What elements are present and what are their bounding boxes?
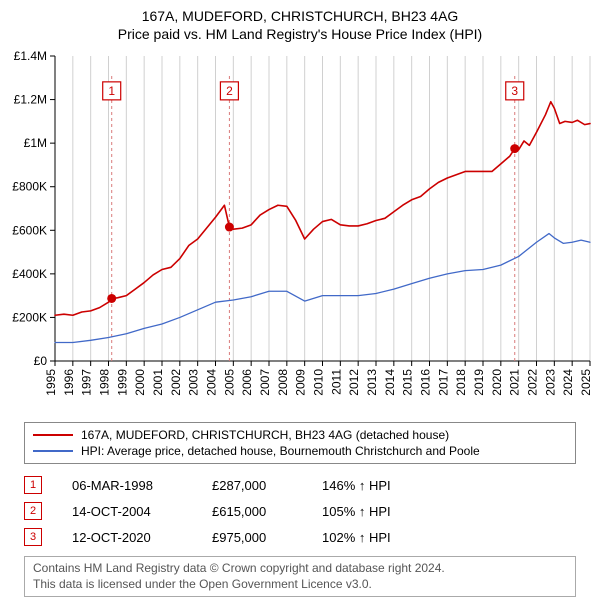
sale-price: £287,000 xyxy=(212,478,292,493)
svg-text:1999: 1999 xyxy=(115,369,129,396)
sale-row: 1 06-MAR-1998 £287,000 146% ↑ HPI xyxy=(24,472,576,498)
svg-text:2013: 2013 xyxy=(365,369,379,396)
svg-text:2024: 2024 xyxy=(561,369,575,396)
legend-row-1: 167A, MUDEFORD, CHRISTCHURCH, BH23 4AG (… xyxy=(33,427,567,443)
svg-text:£800K: £800K xyxy=(12,180,47,194)
svg-text:£600K: £600K xyxy=(12,223,47,237)
svg-text:£1.4M: £1.4M xyxy=(14,49,47,63)
svg-text:2008: 2008 xyxy=(276,369,290,396)
legend-label-1: 167A, MUDEFORD, CHRISTCHURCH, BH23 4AG (… xyxy=(81,428,449,442)
svg-text:2006: 2006 xyxy=(240,369,254,396)
svg-text:2019: 2019 xyxy=(472,369,486,396)
svg-text:1995: 1995 xyxy=(44,369,58,396)
legend-label-2: HPI: Average price, detached house, Bour… xyxy=(81,444,480,458)
svg-text:2022: 2022 xyxy=(526,369,540,396)
svg-text:£400K: £400K xyxy=(12,267,47,281)
svg-text:2018: 2018 xyxy=(454,369,468,396)
svg-text:2002: 2002 xyxy=(169,369,183,396)
svg-text:£0: £0 xyxy=(34,354,48,368)
legend: 167A, MUDEFORD, CHRISTCHURCH, BH23 4AG (… xyxy=(24,422,576,464)
sale-marker: 1 xyxy=(24,476,42,494)
svg-text:3: 3 xyxy=(511,84,518,98)
svg-text:2015: 2015 xyxy=(401,369,415,396)
sale-marker: 3 xyxy=(24,528,42,546)
chart-svg: £0 £200K £400K £600K £800K £1M £1.2M £1.4M 1995 1… xyxy=(0,46,600,416)
svg-text:2005: 2005 xyxy=(222,369,236,396)
footer-line1: Contains HM Land Registry data © Crown c… xyxy=(33,561,567,577)
svg-text:2001: 2001 xyxy=(151,369,165,396)
svg-text:2017: 2017 xyxy=(436,369,450,396)
svg-text:£1M: £1M xyxy=(24,136,47,150)
svg-text:2016: 2016 xyxy=(419,369,433,396)
footer: Contains HM Land Registry data © Crown c… xyxy=(24,556,576,597)
svg-text:£200K: £200K xyxy=(12,310,47,324)
sale-row: 2 14-OCT-2004 £615,000 105% ↑ HPI xyxy=(24,498,576,524)
svg-text:2012: 2012 xyxy=(347,369,361,396)
svg-text:2: 2 xyxy=(226,84,233,98)
sale-price: £615,000 xyxy=(212,504,292,519)
sale-row: 3 12-OCT-2020 £975,000 102% ↑ HPI xyxy=(24,524,576,550)
svg-text:£1.2M: £1.2M xyxy=(14,93,47,107)
svg-text:1998: 1998 xyxy=(98,369,112,396)
svg-text:2011: 2011 xyxy=(329,369,343,395)
svg-text:1996: 1996 xyxy=(62,369,76,396)
svg-text:2020: 2020 xyxy=(490,369,504,396)
svg-text:2014: 2014 xyxy=(383,369,397,396)
svg-text:2007: 2007 xyxy=(258,369,272,396)
legend-row-2: HPI: Average price, detached house, Bour… xyxy=(33,443,567,459)
chart-title-line2: Price paid vs. HM Land Registry's House … xyxy=(0,24,600,46)
sale-hpi: 102% ↑ HPI xyxy=(322,530,391,545)
chart-area: £0 £200K £400K £600K £800K £1M £1.2M £1.4M 1995 1… xyxy=(0,46,600,416)
sale-date: 14-OCT-2004 xyxy=(72,504,182,519)
sale-date: 12-OCT-2020 xyxy=(72,530,182,545)
legend-line-2 xyxy=(33,450,73,452)
svg-text:2009: 2009 xyxy=(294,369,308,396)
sales-table: 1 06-MAR-1998 £287,000 146% ↑ HPI 2 14-OCT-20… xyxy=(24,472,576,550)
sale-hpi: 146% ↑ HPI xyxy=(322,478,391,493)
svg-text:1: 1 xyxy=(108,84,115,98)
svg-text:2000: 2000 xyxy=(133,369,147,396)
svg-text:2023: 2023 xyxy=(543,369,557,396)
svg-text:2003: 2003 xyxy=(187,369,201,396)
svg-text:2010: 2010 xyxy=(312,369,326,396)
sale-price: £975,000 xyxy=(212,530,292,545)
sale-date: 06-MAR-1998 xyxy=(72,478,182,493)
sale-hpi: 105% ↑ HPI xyxy=(322,504,391,519)
legend-line-1 xyxy=(33,434,73,436)
svg-text:2021: 2021 xyxy=(508,369,522,396)
svg-text:2004: 2004 xyxy=(205,369,219,396)
svg-text:1997: 1997 xyxy=(80,369,94,396)
svg-text:2025: 2025 xyxy=(579,369,593,396)
sale-marker: 2 xyxy=(24,502,42,520)
chart-title-line1: 167A, MUDEFORD, CHRISTCHURCH, BH23 4AG xyxy=(0,0,600,24)
